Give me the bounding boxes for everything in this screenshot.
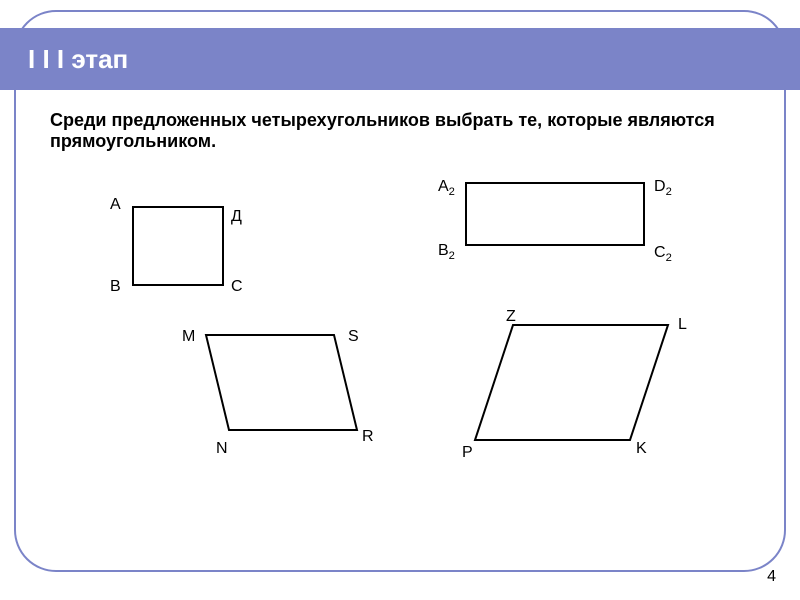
vertex-label: S [348, 328, 359, 346]
vertex-label: Д [231, 208, 242, 226]
page-number: 4 [767, 568, 776, 586]
vertex-label: С [231, 278, 243, 296]
vertex-label: С2 [654, 244, 672, 264]
shape-rectangle [466, 183, 644, 245]
shape-parallelogram [475, 325, 668, 440]
vertex-label: L [678, 316, 687, 334]
vertex-label: P [462, 444, 473, 462]
vertex-label: В2 [438, 242, 455, 262]
vertex-label: А [110, 196, 121, 214]
vertex-label: D2 [654, 178, 672, 198]
vertex-label: А2 [438, 178, 455, 198]
shapes-canvas [0, 0, 800, 600]
shape-square [133, 207, 223, 285]
vertex-label: M [182, 328, 195, 346]
vertex-label: K [636, 440, 647, 458]
vertex-label: В [110, 278, 121, 296]
slide: I I I этап Среди предложенных четырехуго… [0, 0, 800, 600]
shape-trapezoid [206, 335, 357, 430]
vertex-label: N [216, 440, 228, 458]
vertex-label: R [362, 428, 374, 446]
vertex-label: Z [506, 308, 516, 326]
